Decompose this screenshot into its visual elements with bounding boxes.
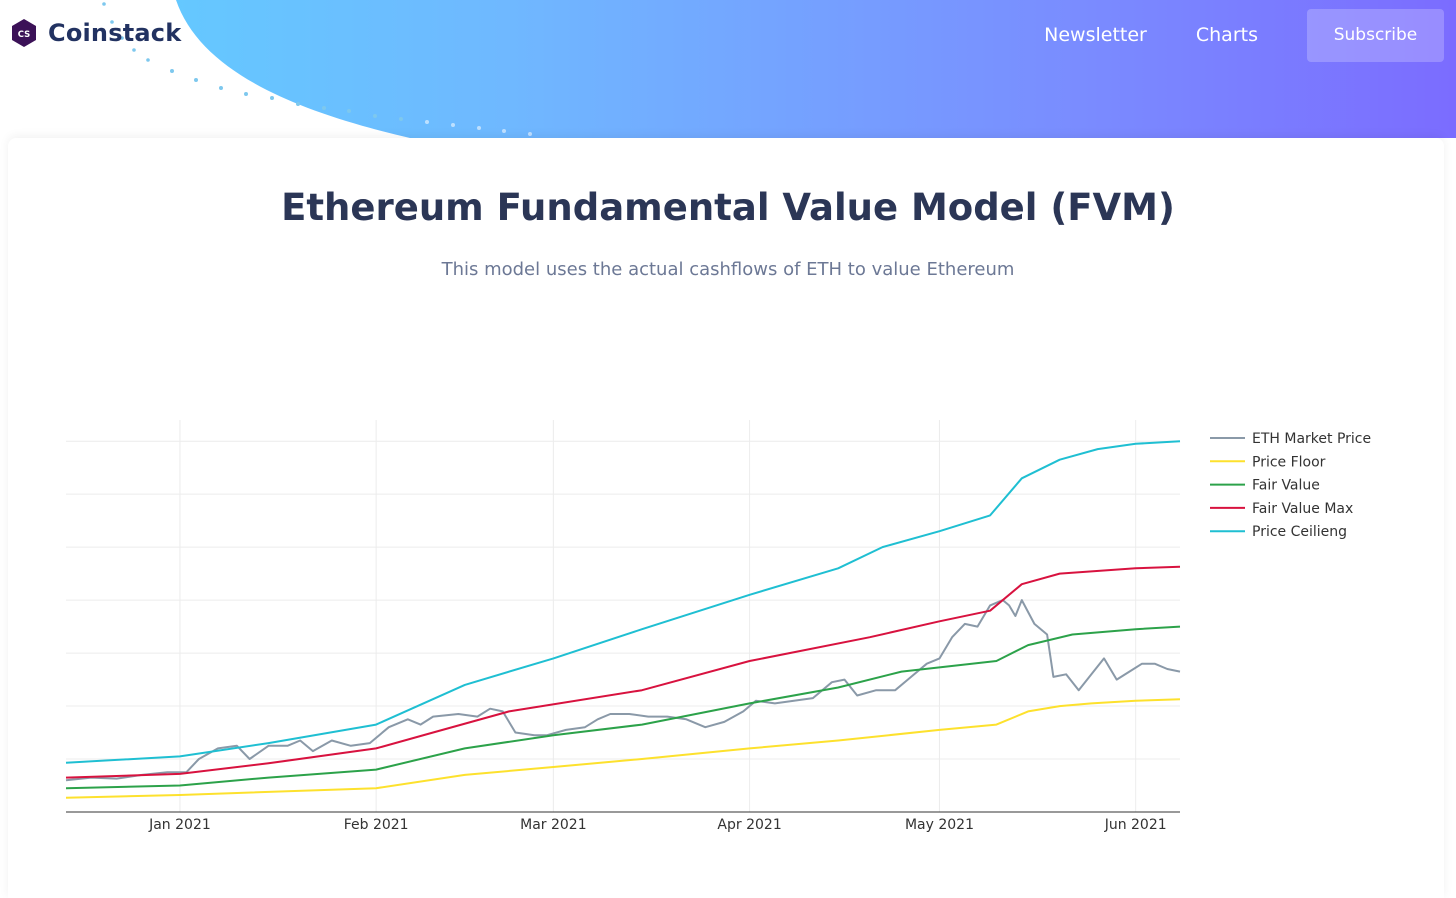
series-line-price-ceilieng [65, 440, 1181, 764]
nav-link-newsletter[interactable]: Newsletter [1044, 24, 1147, 46]
chart-card [8, 138, 1444, 898]
header-banner: CS Coinstack Newsletter Charts Subscribe [0, 0, 1456, 138]
x-tick-label-4: May 2021 [905, 817, 974, 833]
x-tick-label-3: Apr 2021 [717, 817, 781, 833]
legend-label-price-floor: Price Floor [1252, 454, 1326, 470]
x-tick-label-2: Mar 2021 [520, 817, 587, 833]
brand-name: Coinstack [48, 19, 182, 47]
series-line-eth-market-price [65, 599, 1181, 782]
nav-link-charts[interactable]: Charts [1195, 24, 1258, 46]
page-subtitle: This model uses the actual cashflows of … [441, 259, 1015, 280]
series-line-fair-value-max [65, 565, 1181, 779]
brand-logo[interactable]: CS Coinstack [10, 18, 181, 48]
series-line-fair-value [65, 625, 1181, 790]
x-tick-label-0: Jan 2021 [148, 817, 211, 833]
legend-label-fair-value-max: Fair Value Max [1252, 501, 1353, 517]
legend-label-fair-value: Fair Value [1252, 478, 1320, 494]
subscribe-button[interactable]: Subscribe [1307, 8, 1444, 62]
series-line-price-floor [65, 698, 1181, 799]
header-swoosh-decoration [0, 0, 532, 138]
fvm-line-chart: Jan 2021 Feb 2021 Mar 2021 Apr 2021 May 2021… [65, 420, 1371, 833]
legend-label-eth-market-price: ETH Market Price [1252, 431, 1371, 447]
x-tick-label-5: Jun 2021 [1104, 817, 1167, 833]
top-nav: Newsletter Charts Subscribe [1044, 0, 1456, 70]
logo-mark-text: CS [18, 30, 31, 40]
legend-label-price-ceilieng: Price Ceilieng [1252, 524, 1347, 540]
coinstack-hexagon-icon: CS [12, 19, 36, 47]
page-title: Ethereum Fundamental Value Model (FVM) [281, 186, 1175, 229]
x-tick-label-1: Feb 2021 [344, 817, 409, 833]
